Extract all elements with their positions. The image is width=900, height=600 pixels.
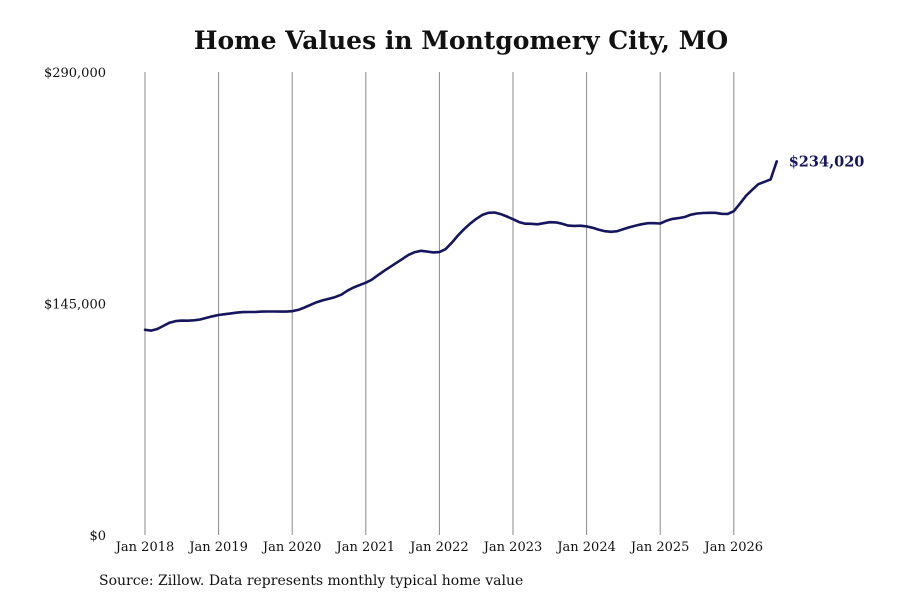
series-line-home-value <box>143 160 778 332</box>
x-axis-ticks: Jan 2018 Jan 2019 Jan 2020 Jan 2021 Jan 2022… <box>114 540 763 555</box>
x-tick-label: Jan 2018 <box>114 540 175 555</box>
y-tick-label: $290,000 <box>44 66 106 81</box>
x-tick-label: Jan 2021 <box>335 540 396 555</box>
x-tick-label: Jan 2020 <box>261 540 322 555</box>
y-tick-label: $0 <box>89 529 106 544</box>
y-tick-label: $145,000 <box>44 298 106 313</box>
y-axis-ticks: $0 $145,000 $290,000 <box>44 66 106 544</box>
x-tick-label: Jan 2025 <box>629 540 690 555</box>
x-tick-label: Jan 2026 <box>703 540 764 555</box>
x-tick-label: Jan 2022 <box>408 540 469 555</box>
end-value-label: $234,020 <box>789 153 865 170</box>
x-tick-label: Jan 2023 <box>482 540 543 555</box>
gridlines <box>144 72 735 535</box>
x-tick-label: Jan 2019 <box>187 540 248 555</box>
source-note: Source: Zillow. Data represents monthly … <box>99 573 524 589</box>
x-tick-label: Jan 2024 <box>555 540 616 555</box>
chart-title: Home Values in Montgomery City, MO <box>193 26 729 55</box>
